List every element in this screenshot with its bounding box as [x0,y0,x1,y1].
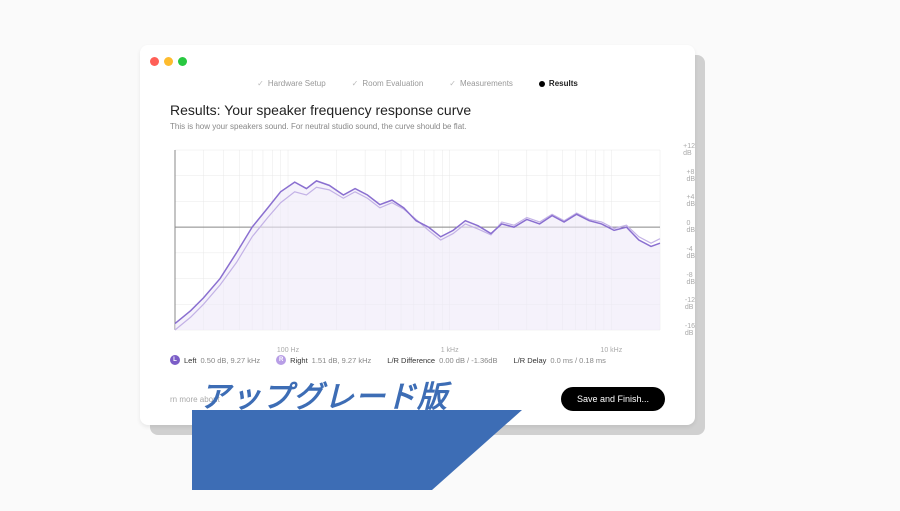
frequency-response-chart: +12 dB+8 dB+4 dB0 dB-4 dB-8 dB-12 dB-16 … [170,145,665,345]
step-hardware-setup[interactable]: ✓ Hardware Setup [257,79,326,88]
stat-right-value: 1.51 dB, 9.27 kHz [312,356,372,365]
step-measurements[interactable]: ✓ Measurements [449,79,513,88]
stat-lr-difference: L/R Difference 0.00 dB / -1.36dB [387,356,497,365]
stat-right: R Right 1.51 dB, 9.27 kHz [276,355,371,365]
stat-diff-label: L/R Difference [387,356,435,365]
x-tick-label: 1 kHz [441,347,459,354]
y-tick-label: -12 dB [685,297,695,311]
step-label: Room Evaluation [362,79,423,88]
step-room-evaluation[interactable]: ✓ Room Evaluation [352,79,424,88]
stat-right-label: Right [290,356,308,365]
y-tick-label: +12 dB [683,143,695,157]
maximize-icon[interactable] [178,57,187,66]
y-tick-label: 0 dB [686,220,695,234]
left-badge-icon: L [170,355,180,365]
active-dot-icon [539,81,545,87]
y-tick-label: -4 dB [686,246,695,260]
x-tick-label: 10 kHz [600,347,622,354]
wizard-steps: ✓ Hardware Setup ✓ Room Evaluation ✓ Mea… [140,69,695,102]
y-tick-label: -16 dB [685,323,695,337]
check-icon: ✓ [257,79,264,88]
title-bar [140,45,695,69]
stat-diff-value: 0.00 dB / -1.36dB [439,356,497,365]
check-icon: ✓ [352,79,359,88]
y-tick-label: +8 dB [686,169,695,183]
learn-more-link[interactable]: rn more about [170,395,220,404]
app-window: ✓ Hardware Setup ✓ Room Evaluation ✓ Mea… [140,45,695,425]
step-results[interactable]: Results [539,79,578,88]
check-icon: ✓ [449,79,456,88]
content-area: Results: Your speaker frequency response… [140,102,695,345]
close-icon[interactable] [150,57,159,66]
x-tick-label: 100 Hz [277,347,299,354]
stat-left-value: 0.50 dB, 9.27 kHz [201,356,261,365]
page-title: Results: Your speaker frequency response… [170,102,665,118]
stat-delay-label: L/R Delay [513,356,546,365]
stat-delay-value: 0.0 ms / 0.18 ms [550,356,605,365]
page-subtitle: This is how your speakers sound. For neu… [170,122,665,131]
y-tick-label: -8 dB [686,272,695,286]
step-label: Hardware Setup [268,79,326,88]
footer-row: rn more about Save and Finish... [140,365,695,411]
chart-svg [170,145,665,345]
stat-lr-delay: L/R Delay 0.0 ms / 0.18 ms [513,356,605,365]
step-label: Measurements [460,79,513,88]
stat-left: L Left 0.50 dB, 9.27 kHz [170,355,260,365]
save-and-finish-button[interactable]: Save and Finish... [561,387,665,411]
minimize-icon[interactable] [164,57,173,66]
right-badge-icon: R [276,355,286,365]
step-label: Results [549,79,578,88]
y-tick-label: +4 dB [686,194,695,208]
stat-left-label: Left [184,356,197,365]
